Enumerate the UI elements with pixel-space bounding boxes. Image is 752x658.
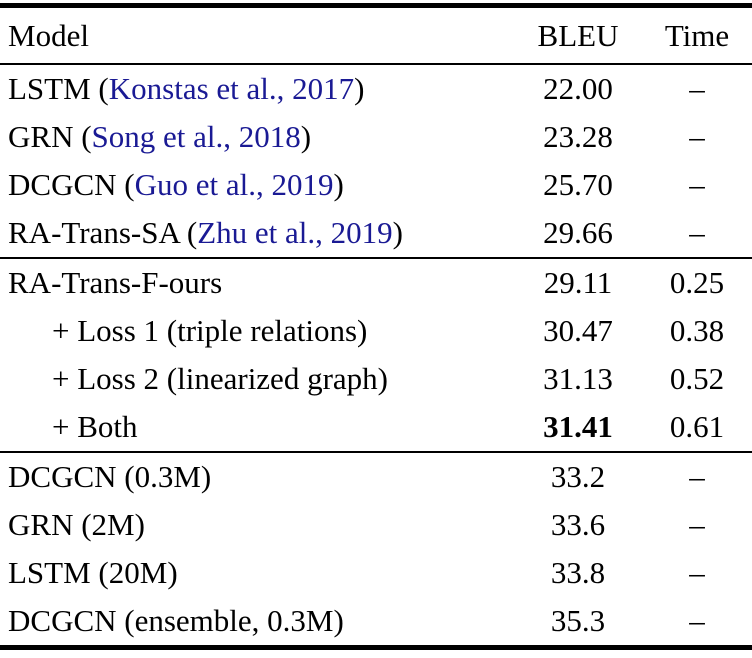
bleu-value: 33.6 — [550, 507, 606, 542]
bleu-value: 35.3 — [550, 603, 606, 638]
citation-link[interactable]: Song et al., 2018 — [91, 119, 301, 154]
time-value: – — [689, 167, 705, 202]
model-cell: + Both — [0, 409, 514, 445]
time-value: – — [689, 555, 705, 590]
bleu-value: 31.13 — [543, 361, 613, 396]
time-value: 0.38 — [669, 313, 725, 348]
bleu-value: 33.2 — [550, 459, 606, 494]
bottom-rule — [0, 645, 752, 650]
table-section-large-data: DCGCN (0.3M) 33.2– GRN (2M) 33.6– LSTM (20M)… — [0, 453, 752, 645]
table-row: LSTM (Konstas et al., 2017) 22.00 – — [0, 65, 752, 113]
model-name: + Loss 2 (linearized graph) — [52, 361, 388, 396]
table-row: + Loss 1 (triple relations) 30.47 0.38 — [0, 307, 752, 355]
bleu-value: 29.11 — [543, 265, 613, 300]
model-name-suffix: ) — [354, 71, 365, 106]
table-row: LSTM (20M) 33.8 – — [0, 549, 752, 597]
model-name-suffix: ) — [392, 215, 403, 250]
section-rule-1 — [0, 257, 752, 259]
bleu-value: 23.28 — [543, 119, 613, 154]
model-cell: DCGCN (ensemble, 0.3M) — [0, 603, 514, 639]
model-name: DCGCN (0.3M) — [8, 459, 212, 494]
time-value: – — [689, 215, 705, 250]
column-header-time: Time — [664, 17, 730, 53]
top-rule — [0, 3, 752, 8]
table-row: GRN (Song et al., 2018) 23.28 – — [0, 113, 752, 161]
table-row: DCGCN (0.3M) 33.2 – — [0, 453, 752, 501]
bleu-value: 25.70 — [543, 167, 613, 202]
citation-link[interactable]: Zhu et al., 2019 — [197, 215, 393, 250]
bleu-value: 29.66 — [543, 215, 613, 250]
table-row: GRN (2M) 33.6 – — [0, 501, 752, 549]
model-cell: GRN (Song et al., 2018) — [0, 119, 514, 155]
bleu-value: 22.00 — [543, 71, 613, 106]
model-cell: + Loss 2 (linearized graph) — [0, 361, 514, 397]
model-name-suffix: ) — [300, 119, 312, 154]
table-row: + Both 31.41 0.61 — [0, 403, 752, 451]
table-row: DCGCN (Guo et al., 2019) 25.70 – — [0, 161, 752, 209]
table-row: + Loss 2 (linearized graph) 31.13 0.52 — [0, 355, 752, 403]
model-name: RA-Trans-SA ( — [8, 215, 198, 250]
model-name: LSTM ( — [8, 71, 109, 106]
bleu-value: 30.47 — [543, 313, 613, 348]
time-value: – — [689, 507, 705, 542]
bleu-value: 33.8 — [550, 555, 606, 590]
table-row: RA-Trans-SA (Zhu et al., 2019) 29.66 – — [0, 209, 752, 257]
model-name: GRN (2M) — [8, 507, 145, 542]
model-name-suffix: ) — [333, 167, 344, 202]
model-cell: DCGCN (Guo et al., 2019) — [0, 167, 514, 203]
model-cell: RA-Trans-SA (Zhu et al., 2019) — [0, 215, 514, 251]
model-cell: LSTM (Konstas et al., 2017) — [0, 71, 514, 107]
column-header-bleu: BLEU — [537, 17, 619, 53]
model-name: + Both — [52, 409, 138, 444]
model-name: + Loss 1 (triple relations) — [52, 313, 368, 348]
time-value: – — [689, 71, 705, 106]
time-value: 0.61 — [669, 409, 725, 444]
citation-link[interactable]: Guo et al., 2019 — [134, 167, 334, 202]
model-cell: LSTM (20M) — [0, 555, 514, 591]
model-name: GRN ( — [8, 119, 92, 154]
time-value: – — [689, 603, 705, 638]
column-header-model: Model — [8, 17, 89, 53]
header-rule — [0, 63, 752, 65]
time-value: 0.25 — [669, 265, 725, 300]
time-value: – — [689, 459, 705, 494]
model-cell: GRN (2M) — [0, 507, 514, 543]
model-name: DCGCN (ensemble, 0.3M) — [8, 603, 344, 638]
model-name: DCGCN ( — [8, 167, 135, 202]
time-value: 0.52 — [669, 361, 725, 396]
table-row: RA-Trans-F-ours 29.11 0.25 — [0, 259, 752, 307]
model-cell: DCGCN (0.3M) — [0, 459, 514, 495]
citation-link[interactable]: Konstas et al., 2017 — [108, 71, 355, 106]
section-rule-2 — [0, 451, 752, 453]
model-cell: RA-Trans-F-ours — [0, 265, 514, 301]
model-name: RA-Trans-F-ours — [8, 265, 223, 300]
model-name: LSTM (20M) — [8, 555, 178, 590]
model-cell: + Loss 1 (triple relations) — [0, 313, 514, 349]
table-section-ours: RA-Trans-F-ours 29.11 0.25 + Loss 1 (triple… — [0, 259, 752, 451]
table-header-row: Model BLEU Time — [0, 8, 752, 63]
time-value: – — [689, 119, 705, 154]
bleu-value: 31.41 — [543, 409, 613, 444]
table-section-baselines: LSTM (Konstas et al., 2017) 22.00– GRN (So… — [0, 65, 752, 257]
table-row: DCGCN (ensemble, 0.3M) 35.3 – — [0, 597, 752, 645]
